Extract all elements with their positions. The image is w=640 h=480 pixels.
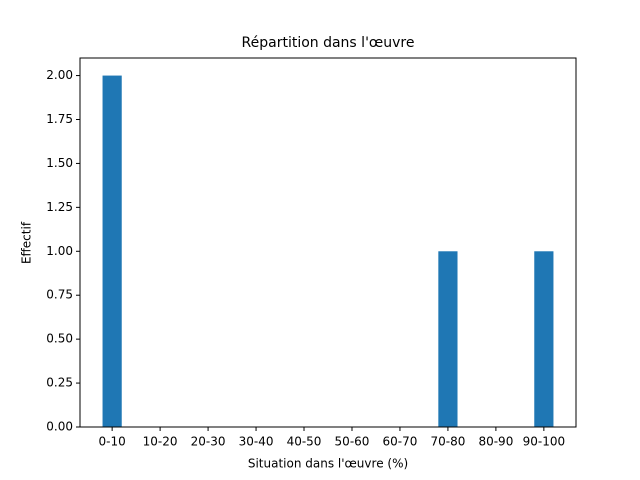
y-tick-label: 0.00 [46,420,73,434]
bar [438,251,458,427]
y-tick-label: 1.25 [46,200,73,214]
x-tick-label: 80-90 [478,435,513,449]
y-tick-label: 1.00 [46,244,73,258]
y-tick-label: 1.75 [46,112,73,126]
y-axis-label: Effectif [20,221,34,264]
y-tick-label: 0.50 [46,332,73,346]
chart-title: Répartition dans l'œuvre [242,35,415,51]
x-tick-label: 60-70 [383,435,418,449]
x-tick-label: 0-10 [99,435,126,449]
x-tick-label: 40-50 [287,435,322,449]
bar [102,75,122,428]
x-axis-label: Situation dans l'œuvre (%) [248,457,408,471]
y-tick-label: 0.25 [46,376,73,390]
x-tick-label: 10-20 [143,435,178,449]
x-tick-label: 50-60 [335,435,370,449]
x-tick-label: 70-80 [430,435,465,449]
y-tick-label: 0.75 [46,288,73,302]
x-tick-label: 30-40 [239,435,274,449]
x-tick-label: 20-30 [191,435,226,449]
plot-frame [79,57,577,428]
y-tick-label: 2.00 [46,68,73,82]
x-tick-label: 90-100 [523,435,566,449]
y-tick-label: 1.50 [46,156,73,170]
bar [534,251,554,427]
